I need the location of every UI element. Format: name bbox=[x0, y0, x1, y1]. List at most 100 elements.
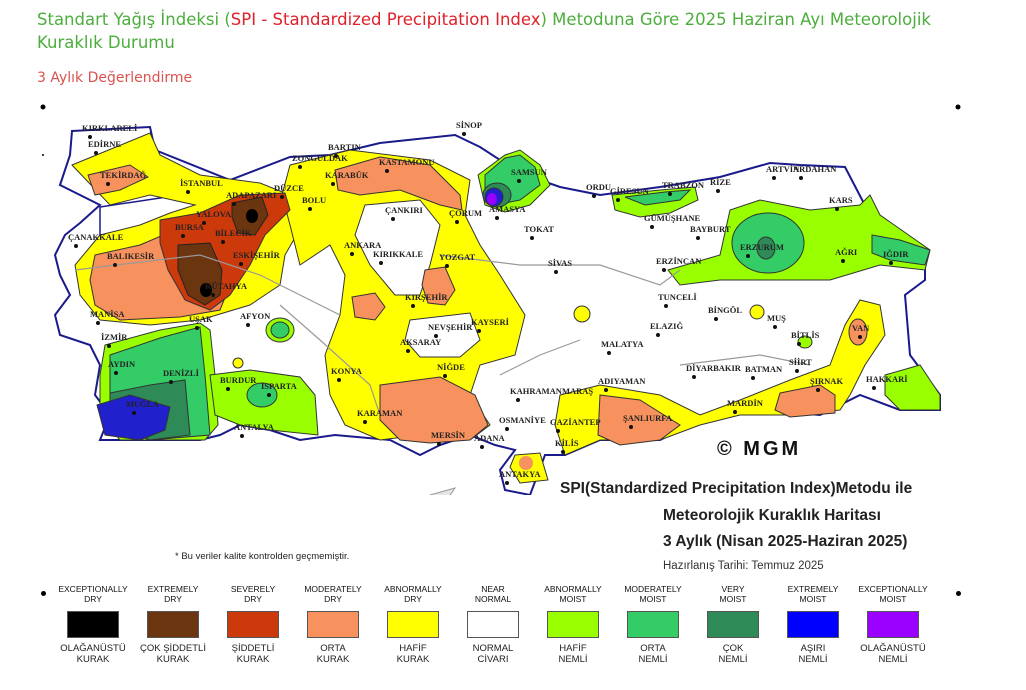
city-label: ÇANKIRI bbox=[385, 205, 423, 215]
city-marker bbox=[733, 410, 737, 414]
zone-moderately-dry-kastamonu bbox=[334, 156, 463, 211]
city-marker bbox=[556, 429, 560, 433]
city-marker bbox=[746, 254, 750, 258]
city-label: ESKİŞEHİR bbox=[233, 250, 281, 260]
city-marker bbox=[773, 325, 777, 329]
city-marker bbox=[337, 378, 341, 382]
zone-moderately-dry-sirnak bbox=[774, 384, 836, 418]
city-marker bbox=[232, 202, 236, 206]
city-label: NEVŞEHİR bbox=[428, 322, 473, 332]
city-labels-layer: KIRKLARELİ EDİRNE TEKİRDAĞ İSTANBUL ÇANAKKAL… bbox=[68, 120, 909, 485]
legend-item-moderately-moist: MODERATELY MOIST ORTA NEMLİ bbox=[613, 584, 693, 665]
city-label: BİNGÖL bbox=[708, 305, 742, 315]
zone-moderately-dry-sanliurfa bbox=[597, 394, 681, 446]
city-marker bbox=[889, 261, 893, 265]
legend-swatch bbox=[547, 611, 599, 638]
city-marker bbox=[696, 236, 700, 240]
city-label: AYDIN bbox=[108, 359, 136, 369]
city-label: VAN bbox=[852, 323, 870, 333]
city-label: DÜZCE bbox=[274, 183, 304, 193]
city-label: ÇORUM bbox=[449, 208, 482, 218]
city-label: MUĞLA bbox=[126, 399, 159, 409]
legend-item-extremely-moist: EXTREMELY MOIST AŞIRI NEMLİ bbox=[773, 584, 853, 665]
city-label: ANTAKYA bbox=[499, 469, 541, 479]
city-label: KIRIKKALE bbox=[373, 249, 423, 259]
legend-label-en: ABNORMALLY MOIST bbox=[544, 584, 602, 604]
city-label: GİRESUN bbox=[610, 186, 650, 196]
city-marker bbox=[94, 151, 98, 155]
city-marker bbox=[406, 349, 410, 353]
city-marker bbox=[186, 190, 190, 194]
legend-label-tr: HAFİF NEMLİ bbox=[558, 643, 588, 665]
city-marker bbox=[629, 425, 633, 429]
city-marker bbox=[841, 259, 845, 263]
city-label: DENİZLİ bbox=[163, 368, 200, 378]
turkey-spi-map: KIRKLARELİ EDİRNE TEKİRDAĞ İSTANBUL ÇANAKKAL… bbox=[40, 104, 961, 495]
map-caption-line-2: Meteorolojik Kuraklık Haritası bbox=[663, 507, 881, 524]
city-marker bbox=[391, 217, 395, 221]
legend-swatch bbox=[227, 611, 279, 638]
city-label: EDİRNE bbox=[88, 139, 121, 149]
city-marker bbox=[195, 326, 199, 330]
city-label: İZMİR bbox=[101, 332, 128, 342]
zone-moderately-moist-giresun bbox=[624, 189, 692, 206]
legend-label-tr: ORTA NEMLİ bbox=[638, 643, 668, 665]
city-label: ADIYAMAN bbox=[598, 376, 646, 386]
city-label: TEKİRDAĞ bbox=[100, 170, 147, 180]
city-label: MARDİN bbox=[727, 398, 764, 408]
city-label: İSTANBUL bbox=[180, 178, 223, 188]
city-label: KAYSERİ bbox=[471, 317, 510, 327]
city-marker bbox=[751, 376, 755, 380]
legend-swatch bbox=[627, 611, 679, 638]
city-label: NİĞDE bbox=[437, 362, 465, 372]
city-marker bbox=[561, 450, 565, 454]
city-label: HAKKARİ bbox=[866, 374, 908, 384]
city-marker bbox=[379, 261, 383, 265]
city-label: TRABZON bbox=[662, 180, 705, 190]
city-marker bbox=[211, 293, 215, 297]
city-label: KÜTAHYA bbox=[205, 281, 248, 291]
city-marker bbox=[495, 216, 499, 220]
city-marker bbox=[74, 244, 78, 248]
legend-label-tr: HAFİF KURAK bbox=[396, 643, 430, 665]
city-label: BOLU bbox=[302, 195, 326, 205]
zone-moderately-moist-igdir bbox=[871, 234, 931, 266]
legend-item-abnormally-dry: ABNORMALLY DRY HAFİF KURAK bbox=[373, 584, 453, 665]
city-label: AFYON bbox=[240, 311, 271, 321]
city-label: MANİSA bbox=[90, 309, 125, 319]
legend-swatch bbox=[147, 611, 199, 638]
city-label: GAZİANTEP bbox=[550, 417, 601, 427]
page-title: Standart Yağış İndeksi (SPI - Standardiz… bbox=[37, 8, 977, 54]
city-label: YALOVA bbox=[196, 209, 232, 219]
city-marker bbox=[226, 387, 230, 391]
legend-label-tr: OLAĞANÜSTÜ NEMLİ bbox=[860, 643, 926, 665]
legend-item-severely-dry: SEVERELY DRY ŞİDDETLİ KURAK bbox=[213, 584, 293, 665]
city-marker bbox=[858, 335, 862, 339]
city-marker bbox=[516, 398, 520, 402]
city-marker bbox=[385, 169, 389, 173]
legend-item-exceptionally-moist: EXCEPTIONALLY MOIST OLAĞANÜSTÜ NEMLİ bbox=[853, 584, 933, 665]
city-marker bbox=[517, 179, 521, 183]
city-label: AĞRI bbox=[835, 247, 858, 257]
city-label: UŞAK bbox=[189, 314, 213, 324]
city-marker bbox=[88, 135, 92, 139]
city-marker bbox=[411, 304, 415, 308]
city-marker bbox=[872, 386, 876, 390]
city-marker bbox=[799, 176, 803, 180]
city-label: ANTALYA bbox=[234, 422, 275, 432]
city-label: MALATYA bbox=[601, 339, 644, 349]
city-marker bbox=[113, 263, 117, 267]
map-caption-line-3: 3 Aylık (Nisan 2025-Haziran 2025) bbox=[663, 533, 908, 550]
city-label: MUŞ bbox=[767, 313, 786, 323]
city-label: BAYBURT bbox=[690, 224, 731, 234]
legend-item-extremely-dry: EXTREMELY DRY ÇOK ŞİDDETLİ KURAK bbox=[133, 584, 213, 665]
city-marker bbox=[132, 411, 136, 415]
city-marker bbox=[505, 481, 509, 485]
legend-swatch bbox=[307, 611, 359, 638]
zone-moderately-dry-konya bbox=[351, 292, 386, 321]
city-marker bbox=[334, 154, 338, 158]
zone-moist-hakkari bbox=[884, 364, 941, 411]
city-marker bbox=[169, 380, 173, 384]
legend-swatch bbox=[787, 611, 839, 638]
legend-swatch bbox=[707, 611, 759, 638]
